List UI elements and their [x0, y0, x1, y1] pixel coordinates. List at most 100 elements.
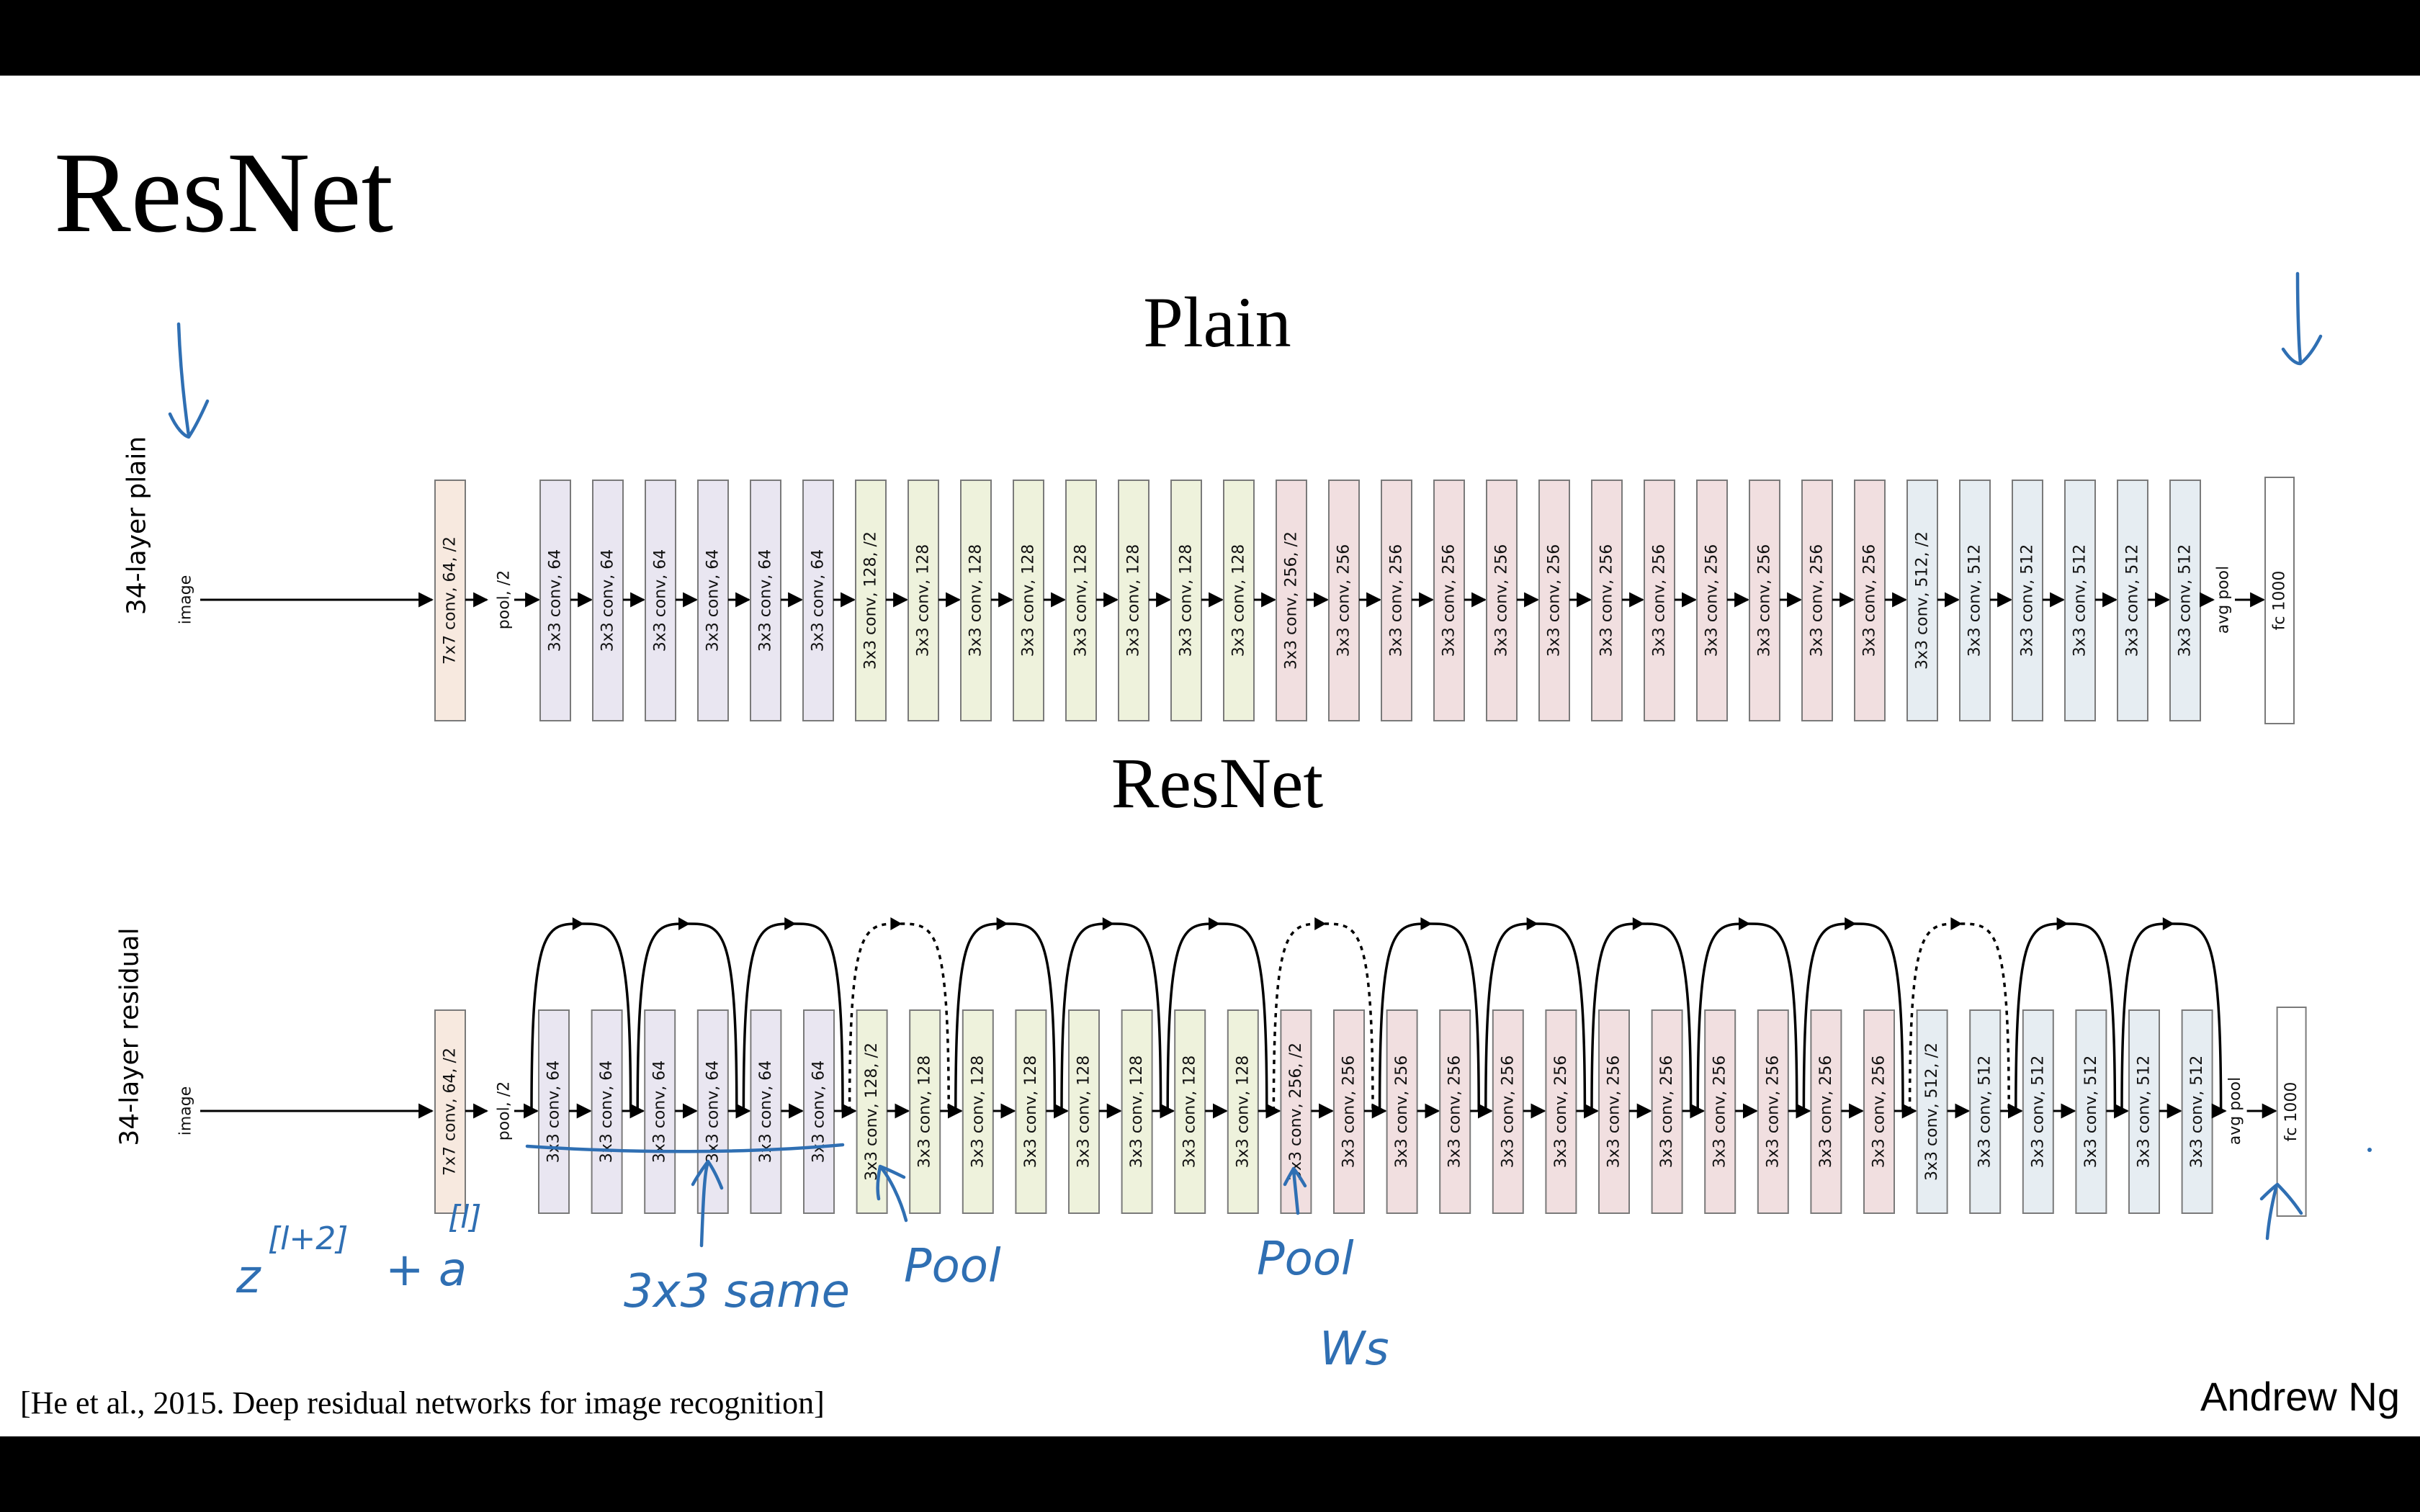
conv-layer-label: 3x3 conv, 256	[1340, 1056, 1358, 1169]
conv-layer: 3x3 conv, 256	[1433, 480, 1465, 721]
conv-layer-box	[2022, 1009, 2054, 1214]
conv-layer-box	[1333, 1009, 1365, 1214]
conv-layer-box	[1227, 1009, 1259, 1214]
conv-layer-box	[908, 480, 939, 721]
conv-layer: 3x3 conv, 256	[1854, 480, 1886, 721]
conv-layer-box	[1013, 480, 1044, 721]
ink-arrow-pool2	[1283, 1166, 1307, 1215]
conv-layer-box	[1223, 480, 1255, 721]
conv-layer: 3x3 conv, 64	[591, 1009, 623, 1214]
conv-layer-label: 3x3 conv, 512, /2	[1923, 1043, 1941, 1181]
ink-z: z	[236, 1251, 261, 1304]
conv-layer: 3x3 conv, 256	[1810, 1009, 1842, 1214]
fc-layer-box	[2264, 477, 2295, 724]
stem-layer-label: 7x7 conv, 64, /2	[442, 536, 460, 665]
conv-layer: 3x3 conv, 256	[1538, 480, 1570, 721]
conv-layer-label: 3x3 conv, 256	[1440, 544, 1458, 657]
conv-layer-label: 3x3 conv, 512	[2124, 544, 2142, 657]
skip-arrowhead	[1845, 917, 1857, 930]
author-credit: Andrew Ng	[2200, 1374, 2400, 1419]
pool-label: pool, /2	[496, 570, 514, 629]
conv-layer-box	[1276, 480, 1307, 721]
fc-layer-label: fc 1000	[2282, 1082, 2300, 1142]
conv-layer-label: 3x3 conv, 64	[757, 1061, 775, 1164]
pool-label: pool, /2	[496, 1081, 514, 1140]
conv-layer-box	[1538, 480, 1570, 721]
conv-layer-label: 3x3 conv, 256	[1756, 544, 1774, 657]
conv-layer-label: 3x3 conv, 256	[1870, 1056, 1888, 1169]
ink-arrow-same	[691, 1159, 724, 1248]
conv-layer: 3x3 conv, 128	[1174, 1009, 1206, 1214]
conv-layer-label: 3x3 conv, 256	[1499, 1056, 1517, 1169]
conv-layer-label: 3x3 conv, 256	[1493, 544, 1511, 657]
conv-layer-box	[591, 1009, 623, 1214]
skip-arrowhead	[996, 917, 1008, 930]
conv-layer-box	[697, 480, 729, 721]
conv-layer: 3x3 conv, 128	[960, 480, 992, 721]
conv-layer-label: 3x3 conv, 128	[915, 544, 933, 657]
conv-layer: 3x3 conv, 128, /2	[855, 480, 887, 721]
conv-layer-label: 3x3 conv, 128	[1072, 544, 1090, 657]
conv-layer-label: 3x3 conv, 128	[1128, 1056, 1146, 1169]
conv-layer-label: 3x3 conv, 128	[1230, 544, 1248, 657]
ink-dot	[2367, 1148, 2372, 1152]
skip-arrowhead	[1314, 917, 1327, 930]
conv-layer-label: 3x3 conv, 64	[547, 549, 565, 652]
plain-network: image 7x7 conv, 64, /2 pool, /2 3x3 conv, 6…	[177, 477, 2295, 724]
ink-pool-2: Pool	[1257, 1233, 1354, 1286]
conv-layer-box	[1810, 1009, 1842, 1214]
skip-arrowhead	[890, 917, 902, 930]
conv-layer: 3x3 conv, 256	[1591, 480, 1623, 721]
skip-connection	[1908, 922, 2010, 1112]
conv-layer: 3x3 conv, 128	[962, 1009, 994, 1214]
conv-layer-box	[2128, 1009, 2160, 1214]
skip-arrowhead	[784, 917, 797, 930]
conv-layer-box	[960, 480, 992, 721]
conv-layer: 3x3 conv, 256	[1696, 480, 1728, 721]
conv-layer-label: 3x3 conv, 512	[1966, 544, 1984, 657]
conv-layer: 3x3 conv, 64	[803, 1009, 835, 1214]
conv-layer-label: 3x3 conv, 256	[1764, 1056, 1782, 1169]
conv-layer: 3x3 conv, 128	[1015, 1009, 1047, 1214]
conv-layer-box	[1328, 480, 1360, 721]
skip-arrowhead	[2056, 917, 2069, 930]
conv-layer-label: 3x3 conv, 128	[1125, 544, 1143, 657]
conv-layer-label: 3x3 conv, 256	[1809, 544, 1827, 657]
avgpool-label: avg pool	[2215, 566, 2233, 634]
skip-arrowhead	[572, 917, 584, 930]
conv-layer: 3x3 conv, 512	[2075, 1009, 2107, 1214]
conv-layer-box	[2181, 1009, 2213, 1214]
ink-underline-conv64	[525, 1143, 845, 1153]
conv-layer: 3x3 conv, 256	[1801, 480, 1833, 721]
conv-layer-label: 3x3 conv, 128, /2	[862, 531, 880, 670]
conv-layer: 3x3 conv, 256	[1439, 1009, 1471, 1214]
conv-layer-box	[909, 1009, 941, 1214]
avgpool-label: avg pool	[2226, 1077, 2244, 1145]
conv-layer-label: 3x3 conv, 512	[2177, 544, 2195, 657]
conv-layer-box	[1696, 480, 1728, 721]
conv-layer: 3x3 conv, 128	[908, 480, 939, 721]
conv-layer-box	[2169, 480, 2201, 721]
skip-arrowhead	[1209, 917, 1220, 930]
conv-layer: 3x3 conv, 512	[2022, 1009, 2054, 1214]
conv-layer-label: 3x3 conv, 256	[1651, 544, 1669, 657]
conv-layer-box	[1644, 480, 1675, 721]
conv-layer-box	[1704, 1009, 1736, 1214]
conv-layer-label: 3x3 conv, 512	[1976, 1056, 1994, 1169]
conv-layer: 3x3 conv, 256, /2	[1280, 1009, 1312, 1214]
conv-layer: 3x3 conv, 64	[750, 480, 781, 721]
conv-layer-label: 3x3 conv, 128	[1178, 544, 1196, 657]
conv-layer: 3x3 conv, 128	[1223, 480, 1255, 721]
conv-layer: 3x3 conv, 256	[1381, 480, 1412, 721]
skip-connections	[530, 917, 2223, 1112]
skip-arrowhead	[1739, 917, 1750, 930]
conv-layer-label: 3x3 conv, 512	[2188, 1056, 2206, 1169]
conv-layer-box	[539, 480, 571, 721]
skip-arrowhead	[1526, 917, 1538, 930]
conv-layer: 3x3 conv, 256	[1598, 1009, 1630, 1214]
conv-layer-box	[592, 480, 624, 721]
ink-a-superscript: [l]	[448, 1199, 482, 1236]
conv-layer-label: 3x3 conv, 512	[2071, 544, 2089, 657]
conv-layer-box	[1065, 480, 1097, 721]
skip-connection	[1272, 922, 1374, 1112]
